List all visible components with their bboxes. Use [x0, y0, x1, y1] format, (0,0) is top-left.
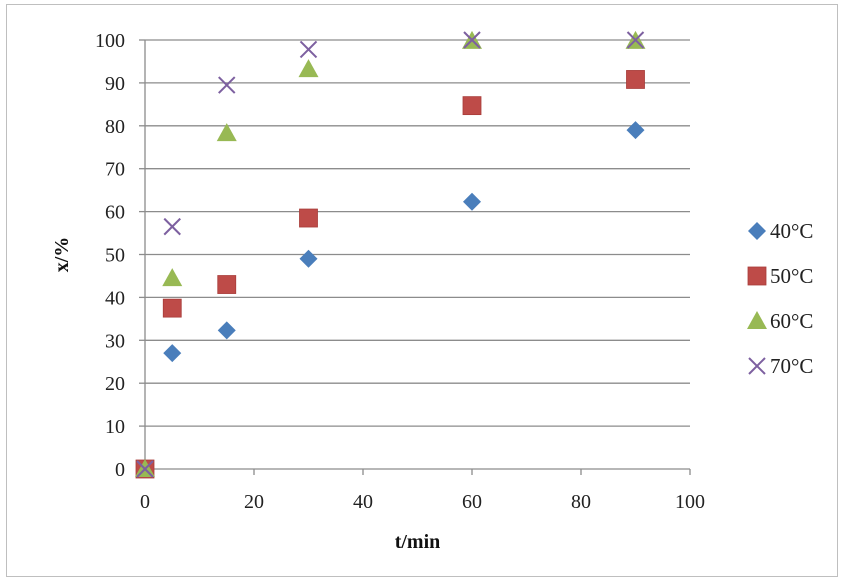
- legend: 40°C 50°C 60°C 70°C: [747, 219, 813, 378]
- grid-lines: [145, 39, 690, 427]
- legend-item-1: 40°C: [748, 219, 813, 243]
- y-tick-label-40: 40: [105, 287, 125, 309]
- legend-marker-4-stroke-b: [748, 357, 766, 375]
- y-axis-title: x/%: [51, 237, 73, 273]
- point-s4-3: [299, 40, 318, 59]
- y-tick-label-70: 70: [105, 159, 125, 181]
- y-tick-label-60: 60: [105, 202, 125, 224]
- point-s4-4: [463, 31, 481, 49]
- x-tick-label-0: 0: [140, 491, 150, 513]
- axes: [139, 39, 691, 475]
- x-axis-title: t/min: [395, 531, 441, 553]
- point-s2-5: [626, 70, 645, 89]
- x-tick-label-20: 20: [244, 491, 264, 513]
- x-tick-label-100: 100: [675, 491, 705, 513]
- tick-labels: 0 10 20 30 40 50 60 70 80 90 100 0 20 40 60 80 100: [95, 30, 705, 513]
- legend-marker-4: [748, 357, 766, 375]
- point-s4-1: [163, 217, 181, 236]
- legend-item-2: 50°C: [747, 264, 813, 288]
- legend-marker-2: [747, 266, 767, 286]
- series-2: [135, 70, 645, 479]
- point-s3-3: [298, 59, 319, 78]
- series-4: [136, 31, 645, 478]
- point-s4-2: [218, 76, 236, 94]
- y-tick-label-100: 100: [95, 30, 125, 52]
- legend-marker-1: [748, 222, 766, 240]
- x-tick-label-80: 80: [571, 491, 591, 513]
- y-tick-label-30: 30: [105, 330, 125, 352]
- legend-item-3: 60°C: [747, 309, 813, 333]
- legend-label-1: 40°C: [770, 219, 813, 243]
- point-s4-5-stroke-b: [626, 31, 645, 49]
- point-s2-2: [217, 275, 237, 294]
- point-s2-4: [462, 96, 482, 116]
- point-s1-4: [463, 192, 481, 211]
- point-s4-0-stroke-b: [136, 460, 154, 478]
- y-tick-label-90: 90: [105, 73, 125, 95]
- data-marks: [135, 30, 646, 479]
- series-1: [136, 121, 645, 478]
- point-s4-5: [626, 31, 645, 49]
- point-s1-3: [299, 249, 318, 268]
- point-s1-1: [163, 344, 182, 363]
- y-tick-label-0: 0: [115, 459, 125, 481]
- y-tick-label-80: 80: [105, 116, 125, 138]
- legend-label-3: 60°C: [770, 309, 813, 333]
- point-s1-2: [217, 321, 236, 340]
- legend-label-4: 70°C: [770, 354, 813, 378]
- point-s4-0: [136, 460, 154, 478]
- point-s3-1: [162, 268, 183, 287]
- point-s1-5: [626, 121, 645, 140]
- point-s2-3: [299, 208, 318, 228]
- legend-marker-3: [747, 311, 767, 329]
- point-s4-3-stroke-b: [299, 40, 318, 59]
- y-tick-label-20: 20: [105, 373, 125, 395]
- point-s3-2: [216, 123, 237, 142]
- x-tick-label-60: 60: [462, 491, 482, 513]
- y-tick-label-10: 10: [105, 416, 125, 438]
- y-tick-label-50: 50: [105, 245, 125, 267]
- legend-item-4: 70°C: [748, 354, 813, 378]
- point-s4-4-stroke-b: [463, 31, 481, 49]
- point-s4-2-stroke-b: [218, 76, 236, 94]
- point-s4-1-stroke-b: [163, 217, 181, 236]
- point-s2-1: [162, 298, 182, 318]
- x-tick-label-40: 40: [353, 491, 373, 513]
- legend-label-2: 50°C: [770, 264, 813, 288]
